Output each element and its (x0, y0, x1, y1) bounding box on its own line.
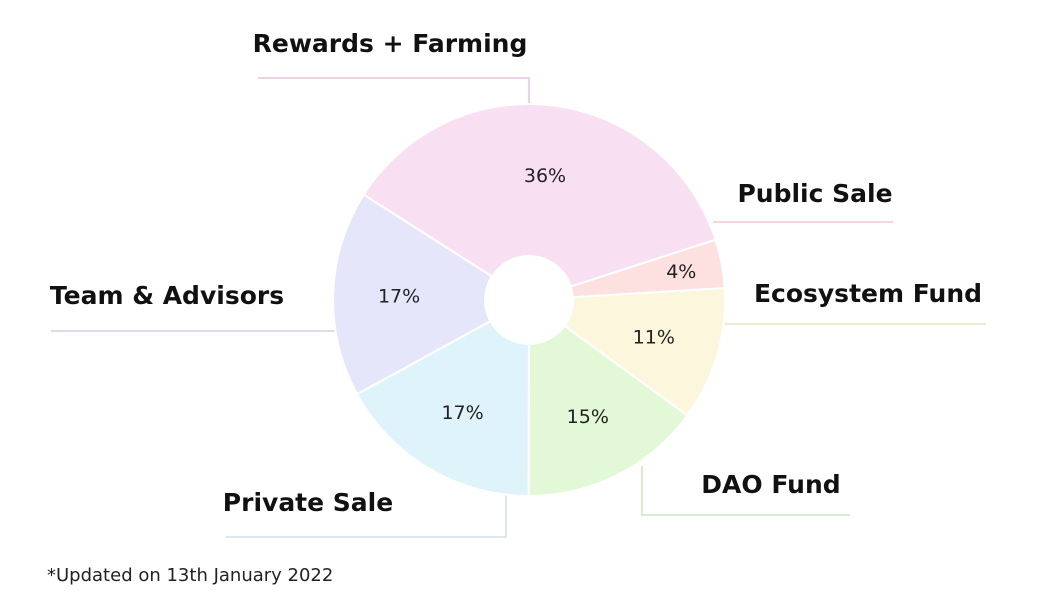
value-label-public-sale: 4% (666, 261, 696, 283)
value-label-private-sale: 17% (441, 402, 483, 424)
leader-line-private-sale (226, 492, 507, 538)
slice-ecosystem-fund (563, 286, 726, 417)
value-label-ecosystem-fund: 11% (633, 327, 675, 349)
value-label-dao-fund: 15% (567, 406, 609, 428)
category-label-private-sale: Private Sale (223, 488, 393, 517)
slice-team-advisors (332, 193, 494, 396)
slice-dao-fund (527, 324, 689, 498)
slice-private-sale (355, 319, 530, 498)
category-label-dao-fund: DAO Fund (701, 470, 840, 499)
updated-footnote: *Updated on 13th January 2022 (47, 565, 334, 586)
category-label-public-sale: Public Sale (737, 179, 892, 208)
category-label-rewards-farming: Rewards + Farming (253, 29, 528, 58)
leader-line-dao-fund (641, 466, 850, 516)
category-label-team-advisors: Team & Advisors (50, 281, 284, 310)
slice-rewards-farming (362, 103, 717, 288)
leader-line-rewards-farming (258, 77, 530, 104)
value-label-team-advisors: 17% (378, 286, 420, 308)
category-label-ecosystem-fund: Ecosystem Fund (754, 279, 982, 308)
value-label-rewards-farming: 36% (524, 165, 566, 187)
